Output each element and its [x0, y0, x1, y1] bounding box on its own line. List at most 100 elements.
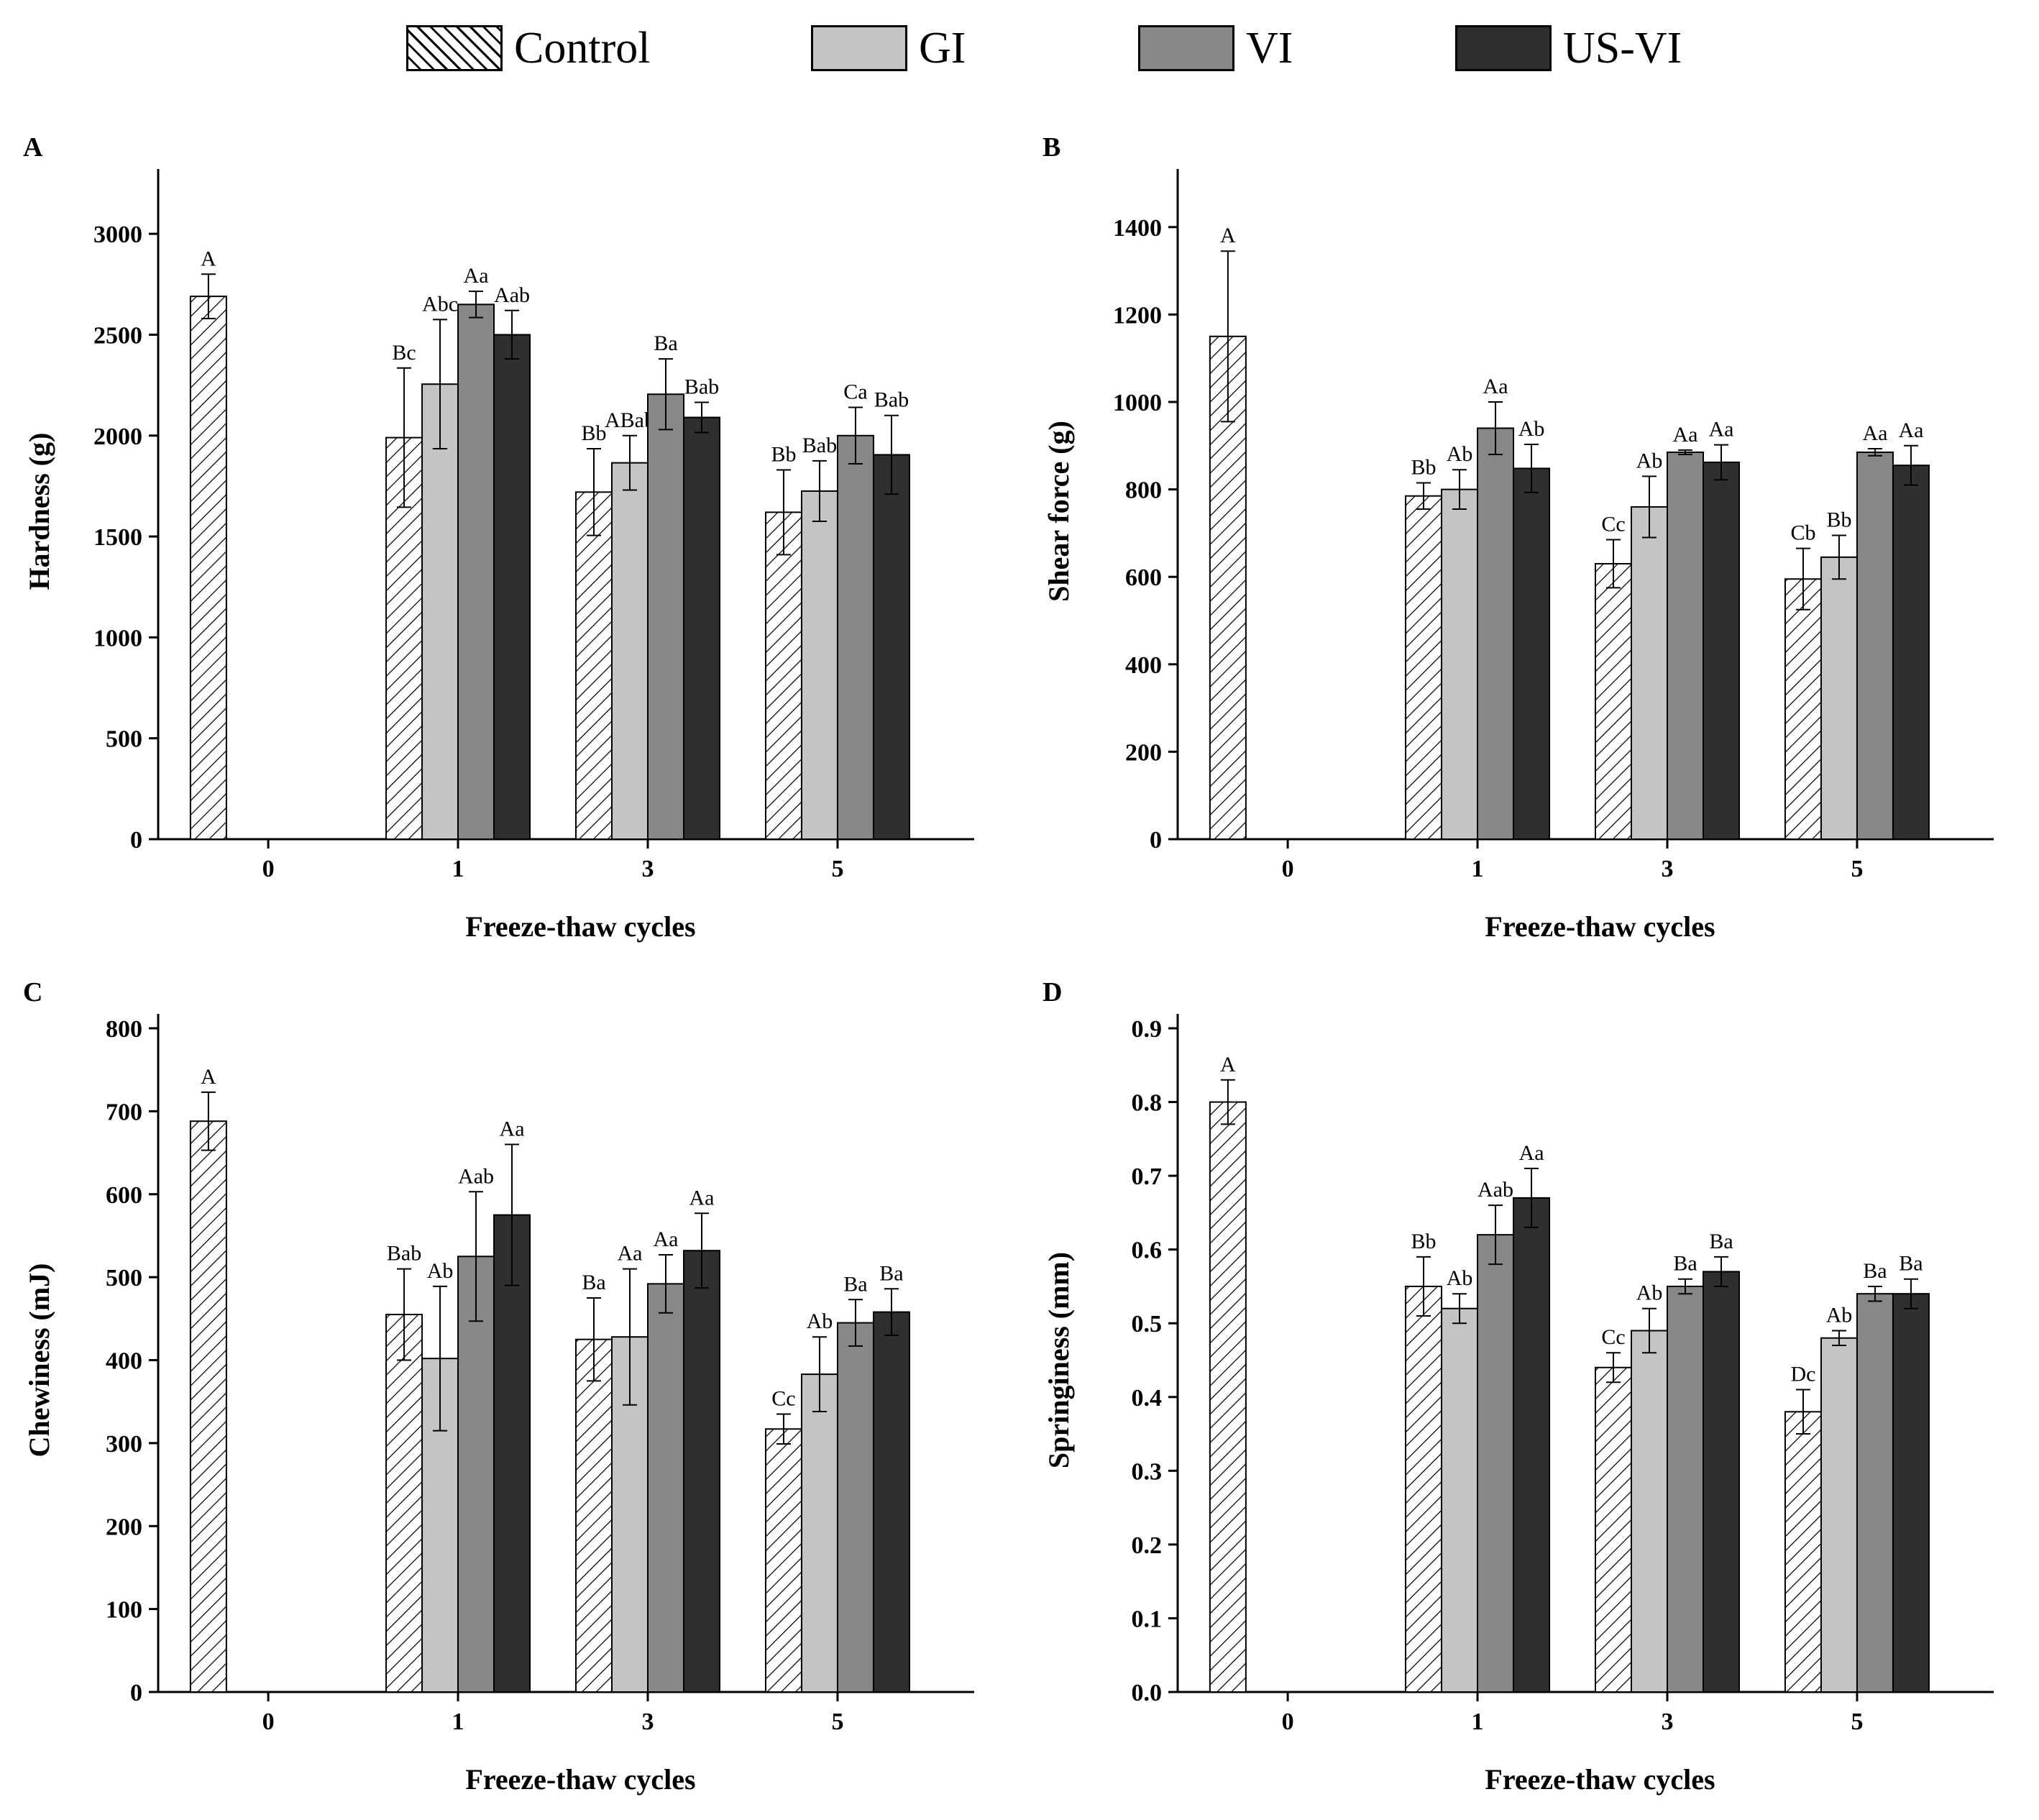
- panel-d-bar-control: [1209, 1101, 1247, 1693]
- panel-a-bar-usvi: [493, 334, 531, 840]
- panel-d-sig-label: Dc: [1790, 1363, 1815, 1386]
- panel-d-bar-control: [1784, 1411, 1822, 1693]
- panel-c-y-tick-label: 400: [106, 1348, 142, 1375]
- legend-swatch-vi: [1138, 25, 1234, 71]
- panel-a-bar-vi: [647, 393, 684, 840]
- panel-a-sig-label: Abc: [422, 292, 458, 316]
- panel-d-sig-label: Ab: [1447, 1266, 1473, 1290]
- panel-b-sig-label: Bb: [1411, 455, 1437, 479]
- panel-c-y-tick-label: 500: [106, 1265, 142, 1291]
- panel-a-sig-label: Ba: [654, 331, 677, 355]
- panel-d-bar-control: [1405, 1285, 1443, 1693]
- legend-label-vi: VI: [1246, 24, 1293, 73]
- panel-b-bar-vi: [1667, 451, 1704, 841]
- panel-a-y-tick-label: 1000: [93, 625, 142, 651]
- panel-b-sig-label: Ab: [1447, 442, 1473, 466]
- panel-a-y-tick-label: 3000: [93, 221, 142, 248]
- panel-d-sig-label: Ab: [1826, 1303, 1853, 1327]
- panel-b-x-tick-label: 5: [1851, 856, 1863, 882]
- legend-swatch-gi: [811, 25, 907, 71]
- panel-b-y-tick-label: 600: [1125, 564, 1162, 591]
- panel-a-sig-label: Bab: [802, 434, 837, 457]
- panel-b-x-tick-label: 1: [1472, 856, 1484, 882]
- panel-a-y-axis-title: Hardness (g): [23, 433, 55, 590]
- panel-a-sig-label: Bc: [392, 341, 416, 365]
- panel-c-bar-vi: [836, 1322, 874, 1693]
- panel-c-sig-label: Ab: [427, 1259, 454, 1283]
- panel-b-y-tick-label: 1000: [1113, 390, 1162, 416]
- panel-c-sig-label: Aa: [618, 1242, 643, 1266]
- panel-b-bar-control: [1595, 562, 1632, 841]
- panel-a-x-tick-label: 1: [452, 856, 464, 882]
- panel-a-y-tick-label: 1500: [93, 524, 142, 551]
- panel-d-bar-vi: [1856, 1293, 1894, 1693]
- panel-d-y-axis-title: Springiness (mm): [1043, 1252, 1075, 1468]
- panel-b-y-tick-label: 200: [1125, 739, 1162, 766]
- panel-d-sig-label: Bb: [1411, 1230, 1437, 1253]
- panel-d-bar-control: [1595, 1366, 1632, 1693]
- legend-swatch-usvi: [1455, 25, 1552, 71]
- panel-d-y-tick-label: 0.3: [1132, 1458, 1163, 1485]
- panel-b-sig-label: Ab: [1518, 417, 1545, 441]
- panel-b-sig-label: Bb: [1826, 508, 1851, 531]
- panel-c-sig-label: Aab: [458, 1164, 494, 1188]
- panel-c-sig-label: Ba: [879, 1261, 903, 1285]
- panel-c-bar-control: [189, 1120, 227, 1693]
- legend-label-gi: GI: [919, 24, 966, 73]
- panel-d-bar-usvi: [1892, 1293, 1930, 1693]
- panel-b-bar-vi: [1856, 451, 1894, 841]
- panel-a-sig-label: Aab: [494, 283, 530, 307]
- panel-c-bar-usvi: [683, 1250, 720, 1693]
- panel-c-y-tick-label: 700: [106, 1099, 142, 1125]
- panel-d-bar-usvi: [1703, 1271, 1740, 1693]
- panel-b-x-tick-label: 0: [1282, 856, 1294, 882]
- panel-c-y-tick-label: 800: [106, 1016, 142, 1043]
- legend-item-vi: VI: [1138, 23, 1293, 73]
- panel-a-x-tick-label: 3: [642, 856, 654, 882]
- panel-d-sig-label: A: [1220, 1053, 1236, 1076]
- panel-b-bar-usvi: [1703, 461, 1740, 840]
- panel-a-bar-usvi: [872, 454, 910, 841]
- panel-b-bar-gi: [1441, 488, 1479, 840]
- panel-d-y-tick-label: 0.9: [1132, 1016, 1163, 1043]
- panel-b-bar-vi: [1477, 427, 1515, 841]
- panel-d-x-axis-title: Freeze-thaw cycles: [1485, 1763, 1715, 1796]
- chart-svg-b: B 0 200 400 600 800 1000 1200 1400 0 1 3 5 A Bb Cc Cb Ab A…: [1043, 132, 1994, 943]
- panel-a-bar-gi: [800, 490, 838, 840]
- panel-b-bar-control: [1784, 578, 1822, 840]
- panel-c-sig-label: Ba: [582, 1271, 605, 1294]
- panel-d-x-tick-label: 5: [1851, 1709, 1863, 1735]
- panel-a-sig-label: Bab: [684, 375, 719, 398]
- legend-swatch-control: [406, 25, 503, 71]
- panel-c-x-tick-label: 5: [831, 1709, 843, 1735]
- panel-c-sig-label: Aa: [654, 1227, 679, 1251]
- panel-c-sig-label: Ba: [843, 1272, 867, 1296]
- panel-c-y-tick-label: 0: [130, 1680, 142, 1706]
- panel-c-label: C: [23, 977, 42, 1007]
- panel-d-y-tick-label: 0.6: [1132, 1238, 1163, 1264]
- panel-b-y-axis-title: Shear force (g): [1043, 421, 1075, 602]
- panel-c-sig-label: Aa: [500, 1117, 525, 1141]
- panel-d-bar-gi: [1441, 1307, 1479, 1693]
- panel-a-y-tick-label: 0: [130, 827, 142, 854]
- panel-b-x-tick-label: 3: [1662, 856, 1674, 882]
- panel-b-sig-label: Ab: [1636, 449, 1663, 472]
- panel-b-bar-control: [1405, 495, 1443, 840]
- panel-c-bar-usvi: [493, 1214, 531, 1693]
- panel-a-bar-control: [764, 511, 802, 840]
- panel-c-sig-label: Bab: [387, 1242, 421, 1266]
- panel-b-bar-usvi: [1892, 465, 1930, 841]
- panel-c-y-tick-label: 100: [106, 1597, 142, 1624]
- panel-c-y-tick-label: 300: [106, 1431, 142, 1458]
- legend-label-control: Control: [514, 24, 651, 73]
- panel-a-bar-gi: [611, 462, 649, 841]
- panel-d-x-tick-label: 0: [1282, 1709, 1294, 1735]
- panel-b-bar-gi: [1820, 556, 1858, 841]
- panel-b-sig-label: Cb: [1790, 521, 1815, 545]
- panel-c-x-tick-label: 3: [642, 1709, 654, 1735]
- chart-panel-a: A 0 500 1000 1500 2000 2500 3000 0 1 3 5 A Bc Bb Bb Abc A…: [0, 122, 1020, 949]
- panel-d-bar-usvi: [1513, 1197, 1551, 1693]
- panel-c-y-tick-label: 200: [106, 1514, 142, 1540]
- panel-a-label: A: [23, 132, 43, 163]
